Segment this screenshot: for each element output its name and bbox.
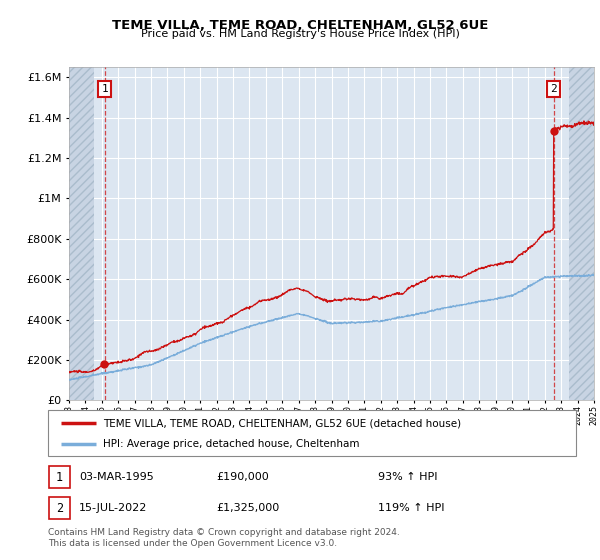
- Text: 2: 2: [550, 84, 557, 94]
- HPI: Average price, detached house, Cheltenham: (1.99e+03, 1.04e+05): Average price, detached house, Cheltenha…: [65, 376, 73, 382]
- HPI: Average price, detached house, Cheltenham: (2.01e+03, 3.84e+05): Average price, detached house, Cheltenha…: [353, 319, 360, 326]
- HPI: Average price, detached house, Cheltenham: (2e+03, 1.68e+05): Average price, detached house, Cheltenha…: [136, 363, 143, 370]
- TEME VILLA, TEME ROAD, CHELTENHAM, GL52 6UE (detached house): [66, 370, 73, 376]
- HPI: Average price, detached house, Cheltenham: (2.02e+03, 6.24e+05): Average price, detached house, Cheltenha…: [590, 271, 597, 278]
- HPI: Average price, detached house, Cheltenham: (1.99e+03, 9.97e+04): Average price, detached house, Cheltenha…: [66, 377, 73, 384]
- Text: 93% ↑ HPI: 93% ↑ HPI: [378, 473, 437, 482]
- HPI: Average price, detached house, Cheltenham: (2.02e+03, 6.21e+05): Average price, detached house, Cheltenha…: [590, 272, 598, 278]
- TEME VILLA, TEME ROAD, CHELTENHAM, GL52 6UE (detached house): [154, 346, 161, 353]
- HPI: Average price, detached house, Cheltenham: (2.01e+03, 3.86e+05): Average price, detached house, Cheltenha…: [341, 319, 349, 326]
- TEME VILLA, TEME ROAD, CHELTENHAM, GL52 6UE (detached house): [243, 305, 250, 311]
- FancyBboxPatch shape: [49, 466, 70, 488]
- Text: 119% ↑ HPI: 119% ↑ HPI: [378, 503, 445, 514]
- Text: 03-MAR-1995: 03-MAR-1995: [79, 473, 154, 482]
- Text: £190,000: £190,000: [216, 473, 269, 482]
- Text: Price paid vs. HM Land Registry's House Price Index (HPI): Price paid vs. HM Land Registry's House …: [140, 29, 460, 39]
- Text: TEME VILLA, TEME ROAD, CHELTENHAM, GL52 6UE (detached house): TEME VILLA, TEME ROAD, CHELTENHAM, GL52 …: [103, 418, 461, 428]
- TEME VILLA, TEME ROAD, CHELTENHAM, GL52 6UE (detached house): [353, 296, 360, 303]
- Text: 1: 1: [101, 84, 108, 94]
- Text: 15-JUL-2022: 15-JUL-2022: [79, 503, 148, 514]
- Line: HPI: Average price, detached house, Cheltenham: HPI: Average price, detached house, Chel…: [69, 274, 594, 380]
- TEME VILLA, TEME ROAD, CHELTENHAM, GL52 6UE (detached house): [293, 284, 301, 291]
- HPI: Average price, detached house, Cheltenham: (2.01e+03, 4.3e+05): Average price, detached house, Cheltenha…: [293, 310, 301, 317]
- HPI: Average price, detached house, Cheltenham: (2e+03, 3.62e+05): Average price, detached house, Cheltenha…: [243, 324, 250, 330]
- Text: Contains HM Land Registry data © Crown copyright and database right 2024.
This d: Contains HM Land Registry data © Crown c…: [48, 528, 400, 548]
- Text: £1,325,000: £1,325,000: [216, 503, 279, 514]
- Text: 2: 2: [56, 502, 63, 515]
- TEME VILLA, TEME ROAD, CHELTENHAM, GL52 6UE (detached house): [65, 368, 73, 375]
- TEME VILLA, TEME ROAD, CHELTENHAM, GL52 6UE (detached house): [590, 121, 598, 128]
- TEME VILLA, TEME ROAD, CHELTENHAM, GL52 6UE (detached house): [580, 118, 587, 124]
- FancyBboxPatch shape: [48, 410, 576, 456]
- Line: TEME VILLA, TEME ROAD, CHELTENHAM, GL52 6UE (detached house): TEME VILLA, TEME ROAD, CHELTENHAM, GL52 …: [69, 121, 594, 373]
- Text: HPI: Average price, detached house, Cheltenham: HPI: Average price, detached house, Chel…: [103, 440, 360, 450]
- Text: TEME VILLA, TEME ROAD, CHELTENHAM, GL52 6UE: TEME VILLA, TEME ROAD, CHELTENHAM, GL52 …: [112, 19, 488, 32]
- TEME VILLA, TEME ROAD, CHELTENHAM, GL52 6UE (detached house): [341, 295, 349, 302]
- FancyBboxPatch shape: [49, 497, 70, 519]
- TEME VILLA, TEME ROAD, CHELTENHAM, GL52 6UE (detached house): [136, 351, 143, 358]
- HPI: Average price, detached house, Cheltenham: (2e+03, 1.91e+05): Average price, detached house, Cheltenha…: [154, 358, 161, 365]
- Text: 1: 1: [56, 471, 63, 484]
